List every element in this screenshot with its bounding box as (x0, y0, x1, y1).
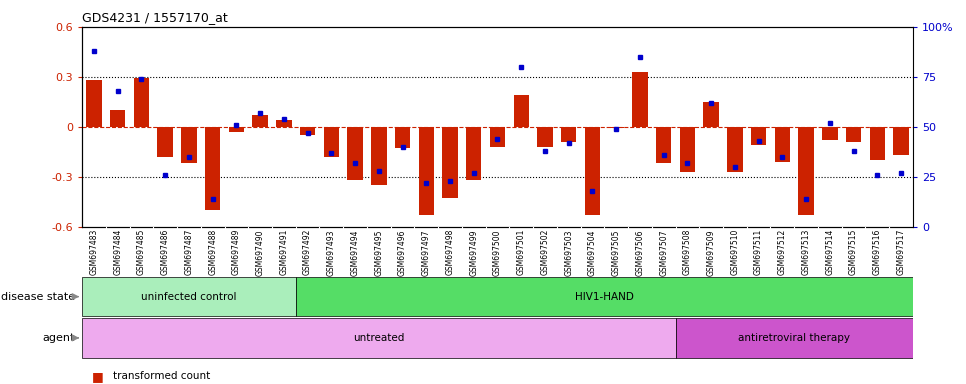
Bar (869, 127, 885, 160)
Text: GSM697500: GSM697500 (493, 229, 502, 276)
Text: GDS4231 / 1557170_at: GDS4231 / 1557170_at (82, 11, 228, 24)
Text: GSM697516: GSM697516 (872, 229, 882, 275)
Text: GSM697511: GSM697511 (754, 229, 763, 275)
Bar (537, 127, 553, 147)
Text: GSM697498: GSM697498 (445, 229, 455, 275)
Text: transformed count: transformed count (113, 371, 211, 381)
Bar (324, 127, 339, 157)
Bar (110, 110, 126, 127)
Text: GSM697491: GSM697491 (279, 229, 289, 275)
Bar (775, 127, 790, 162)
Bar (82, 277, 296, 316)
Bar (584, 127, 600, 215)
Text: GSM697490: GSM697490 (256, 229, 265, 276)
Bar (395, 127, 411, 148)
Bar (276, 120, 292, 127)
Text: GSM697517: GSM697517 (896, 229, 905, 275)
Bar (490, 127, 505, 147)
Bar (182, 127, 197, 163)
Text: GSM697489: GSM697489 (232, 229, 241, 275)
Text: GSM697485: GSM697485 (137, 229, 146, 275)
Bar (822, 127, 838, 140)
Text: GSM697487: GSM697487 (185, 229, 193, 275)
Bar (680, 127, 696, 172)
Text: GSM697508: GSM697508 (683, 229, 692, 275)
Text: GSM697492: GSM697492 (303, 229, 312, 275)
Text: GSM697496: GSM697496 (398, 229, 407, 276)
Text: GSM697493: GSM697493 (327, 229, 336, 276)
Bar (466, 127, 481, 180)
Text: GSM697486: GSM697486 (160, 229, 170, 275)
Bar (299, 127, 315, 135)
Bar (157, 127, 173, 157)
Text: antiretroviral therapy: antiretroviral therapy (738, 333, 850, 343)
Text: GSM697504: GSM697504 (588, 229, 597, 276)
Text: GSM697494: GSM697494 (351, 229, 359, 276)
Bar (348, 127, 363, 180)
Text: uninfected control: uninfected control (141, 291, 237, 302)
Text: GSM697514: GSM697514 (825, 229, 835, 275)
Text: GSM697497: GSM697497 (422, 229, 431, 276)
Text: untreated: untreated (354, 333, 405, 343)
Text: GSM697512: GSM697512 (778, 229, 787, 275)
Text: GSM697483: GSM697483 (90, 229, 99, 275)
Bar (371, 127, 386, 185)
Text: GSM697499: GSM697499 (469, 229, 478, 276)
Text: GSM697515: GSM697515 (849, 229, 858, 275)
Bar (205, 127, 220, 210)
Bar (703, 102, 719, 127)
Bar (82, 318, 675, 358)
Text: ■: ■ (92, 370, 103, 383)
Bar (86, 80, 101, 127)
Text: GSM697510: GSM697510 (730, 229, 739, 275)
Text: GSM697509: GSM697509 (706, 229, 716, 276)
Text: GSM697501: GSM697501 (517, 229, 526, 275)
Bar (609, 127, 624, 128)
Bar (442, 127, 458, 198)
Text: GSM697503: GSM697503 (564, 229, 573, 276)
Bar (675, 318, 913, 358)
Bar (632, 72, 647, 127)
Text: GSM697513: GSM697513 (802, 229, 810, 275)
Bar (561, 127, 577, 142)
Bar (418, 127, 434, 215)
Bar (798, 127, 813, 215)
Text: disease state: disease state (1, 291, 75, 302)
Text: GSM697488: GSM697488 (208, 229, 217, 275)
Bar (846, 127, 862, 142)
Bar (727, 127, 743, 172)
Text: GSM697506: GSM697506 (636, 229, 644, 276)
Text: GSM697495: GSM697495 (374, 229, 384, 276)
Text: GSM697502: GSM697502 (540, 229, 550, 275)
Bar (252, 115, 268, 127)
Text: GSM697505: GSM697505 (611, 229, 621, 276)
Bar (296, 277, 913, 316)
Bar (229, 127, 244, 132)
Bar (894, 127, 909, 155)
Bar (656, 127, 671, 163)
Text: GSM697484: GSM697484 (113, 229, 123, 275)
Text: HIV1-HAND: HIV1-HAND (575, 291, 634, 302)
Bar (751, 127, 766, 145)
Bar (514, 95, 529, 127)
Bar (133, 78, 149, 127)
Text: GSM697507: GSM697507 (659, 229, 668, 276)
Text: agent: agent (43, 333, 75, 343)
